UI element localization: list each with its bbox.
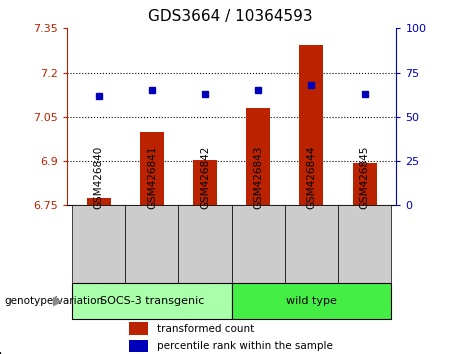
Bar: [178, 205, 231, 283]
Text: GSM426844: GSM426844: [307, 146, 316, 209]
Bar: [338, 205, 391, 283]
Text: GSM426840: GSM426840: [94, 146, 104, 209]
Bar: [72, 283, 231, 319]
Bar: [231, 283, 391, 319]
Text: genotype/variation: genotype/variation: [5, 296, 104, 306]
Bar: [129, 340, 148, 352]
Text: transformed count: transformed count: [157, 324, 254, 333]
Text: GSM426841: GSM426841: [147, 146, 157, 209]
Text: percentile rank within the sample: percentile rank within the sample: [157, 341, 333, 351]
Bar: [193, 160, 217, 205]
Bar: [140, 132, 164, 205]
Bar: [300, 45, 323, 205]
Bar: [129, 322, 148, 335]
Bar: [353, 164, 377, 205]
Text: GDS3664 / 10364593: GDS3664 / 10364593: [148, 9, 313, 24]
Bar: [125, 205, 178, 283]
Text: GSM426845: GSM426845: [360, 146, 370, 209]
Text: ▶: ▶: [53, 295, 62, 307]
Bar: [246, 108, 270, 205]
Text: GSM426842: GSM426842: [200, 146, 210, 209]
Bar: [87, 198, 111, 205]
Text: SOCS-3 transgenic: SOCS-3 transgenic: [100, 296, 204, 306]
Bar: [231, 205, 285, 283]
Text: GSM426843: GSM426843: [253, 146, 263, 209]
Bar: [285, 205, 338, 283]
Text: wild type: wild type: [286, 296, 337, 306]
Bar: [72, 205, 125, 283]
